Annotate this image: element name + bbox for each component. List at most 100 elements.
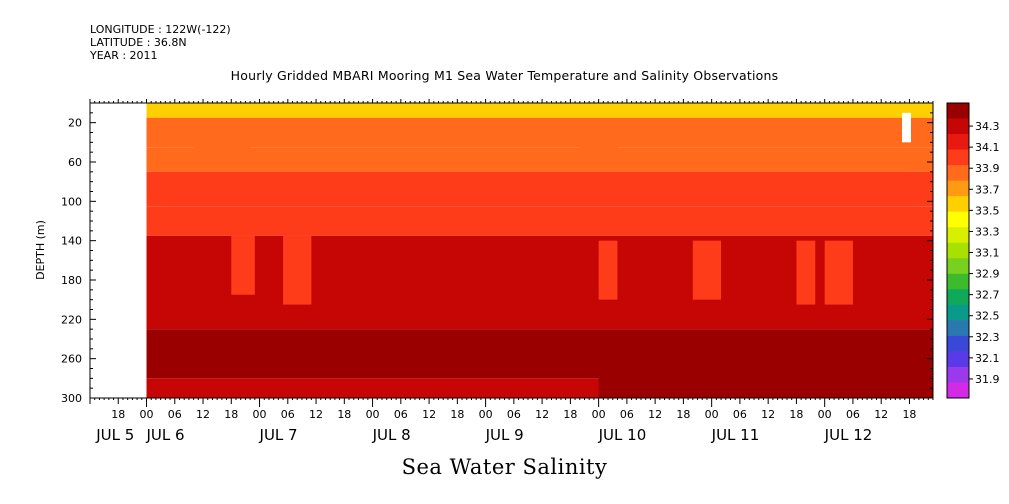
y-tick-label: 100 [61,195,82,208]
colorbar-swatch [947,382,969,399]
salinity-band-2 [146,147,933,172]
colorbar-swatch [947,134,969,151]
x-tick-label: 00 [479,408,493,421]
x-tick-label: 18 [563,408,577,421]
x-tick-label: 06 [733,408,747,421]
x-tick-label: 06 [281,408,295,421]
colorbar-swatch [947,335,969,352]
chart-title: Hourly Gridded MBARI Mooring M1 Sea Wate… [230,68,779,83]
salinity-patch-6 [598,368,933,398]
x-tick-label: 12 [648,408,662,421]
colorbar-swatch [947,242,969,259]
x-day-label: JUL 10 [598,426,647,444]
x-tick-label: 18 [450,408,464,421]
x-tick-label: 06 [168,408,182,421]
y-tick-label: 300 [61,392,82,405]
x-day-label: JUL 6 [146,426,185,444]
missing-data-bar [902,112,911,143]
colorbar-label: 34.3 [975,120,1000,133]
colorbar-swatch [947,289,969,306]
year-label: YEAR : 2011 [90,49,158,62]
colorbar-swatch [947,258,969,275]
colorbar-label: 33.1 [975,247,1000,260]
colorbar-swatch [947,351,969,368]
x-tick-label: 06 [507,408,521,421]
x-tick-label: 18 [676,408,690,421]
x-tick-label: 18 [111,408,125,421]
y-tick-label: 60 [68,156,82,169]
x-tick-label: 12 [309,408,323,421]
plot-area [89,102,934,399]
y-tick-label: 260 [61,353,82,366]
x-tick-label: 18 [789,408,803,421]
salinity-patch-5 [824,240,853,305]
x-tick-label: 18 [224,408,238,421]
y-tick-label: 220 [61,313,82,326]
colorbar-label: 32.1 [975,352,1000,365]
longitude-label: LONGITUDE : 122W(-122) [90,23,231,36]
y-axis: 20 60 100 140 180 220 260 300 [61,102,933,405]
salinity-band-3 [146,171,933,207]
x-day-label: JUL 5 [95,426,134,444]
salinity-band-1 [146,117,933,148]
colorbar-swatch [947,118,969,135]
x-tick-label: 12 [196,408,210,421]
colorbar-swatch [947,180,969,197]
colorbar-label: 33.9 [975,162,1000,175]
colorbar-label: 31.9 [975,373,1000,386]
x-tick-label: 00 [818,408,832,421]
y-tick-label: 20 [68,117,82,130]
colorbar-swatch [947,149,969,166]
salinity-bands [146,103,933,398]
colorbar-swatch [947,320,969,337]
x-tick-label: 00 [140,408,154,421]
x-axis: 18 00 06 12 18 00 06 12 18 00 06 12 18 00 06 12 18 00 06 12… [89,99,934,444]
colorbar-label: 33.7 [975,183,1000,196]
colorbar-swatch [947,304,969,321]
variable-title: Sea Water Salinity [401,455,608,479]
salinity-patch-2 [598,240,618,300]
x-tick-label: 00 [705,408,719,421]
salinity-patch-0 [231,235,255,295]
colorbar-label: 32.7 [975,289,1000,302]
x-day-label: JUL 11 [711,426,760,444]
x-day-label: JUL 12 [824,426,873,444]
salinity-patch-4 [796,240,816,305]
x-tick-label: 06 [620,408,634,421]
salinity-patches [146,103,933,398]
x-tick-label: 18 [337,408,351,421]
x-tick-label: 06 [846,408,860,421]
salinity-patch-1 [283,235,312,305]
colorbar-label: 33.3 [975,225,1000,238]
salinity-band-4 [146,206,933,236]
x-day-label: JUL 7 [259,426,298,444]
colorbar-swatch [947,196,969,213]
x-tick-label: 00 [366,408,380,421]
x-day-label: JUL 9 [485,426,524,444]
colorbar-swatch [947,366,969,383]
colorbar-label: 33.5 [975,204,1000,217]
colorbar-label: 32.5 [975,310,1000,323]
salinity-patch-8 [193,142,251,162]
colorbar-swatch [947,103,969,120]
salinity-patch-7 [146,103,933,111]
colorbar-label: 32.3 [975,331,1000,344]
x-tick-label: 12 [874,408,888,421]
colorbar-swatch [947,211,969,228]
colorbar-label: 34.1 [975,141,1000,154]
latitude-label: LATITUDE : 36.8N [90,36,187,49]
y-axis-label: DEPTH (m) [34,220,47,280]
x-tick-label: 00 [592,408,606,421]
salinity-patch-3 [692,240,722,300]
x-tick-label: 12 [535,408,549,421]
x-tick-label: 12 [422,408,436,421]
colorbar-frame [946,102,970,399]
x-day-label: JUL 8 [372,426,411,444]
x-tick-label: 06 [394,408,408,421]
colorbar-label: 32.9 [975,268,1000,281]
colorbar-swatch [947,273,969,290]
y-tick-label: 180 [61,274,82,287]
x-tick-label: 12 [761,408,775,421]
colorbar-swatch [947,165,969,182]
